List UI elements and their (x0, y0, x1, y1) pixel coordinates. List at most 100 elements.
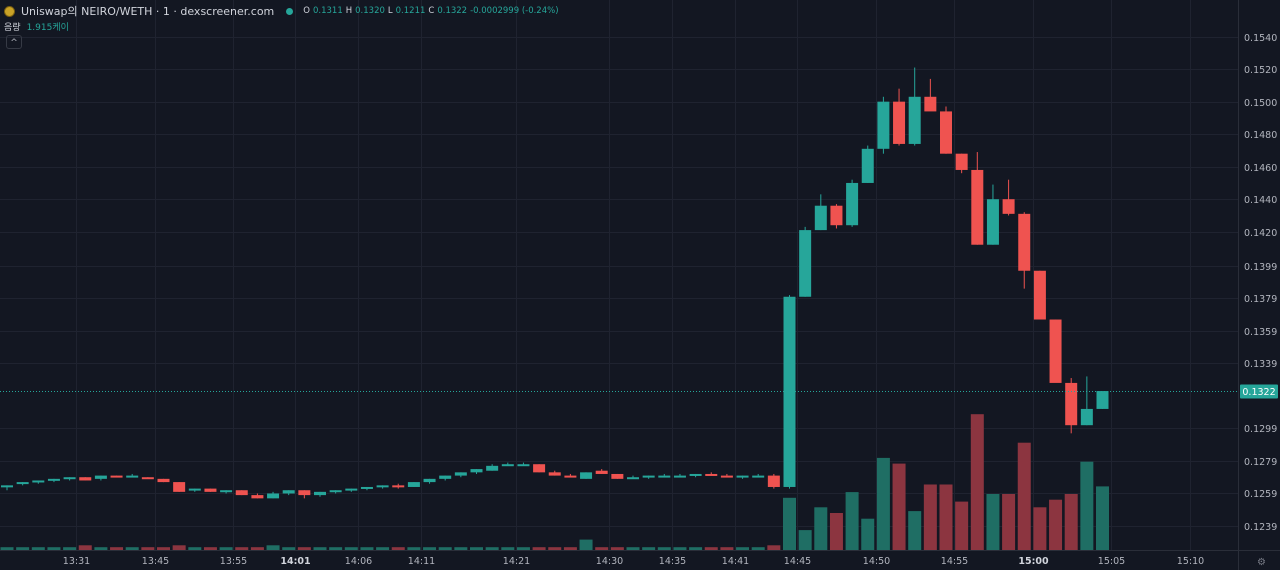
volume-bar (313, 547, 327, 551)
token-logo-icon (4, 5, 15, 17)
candle-body (705, 473, 718, 476)
volume-bar (266, 545, 280, 551)
volume-bar (344, 547, 358, 551)
volume-bar (829, 513, 843, 551)
candle-body (908, 96, 921, 144)
candle-body (188, 488, 201, 491)
price-tick-label: 0.1440 (1244, 195, 1277, 206)
close-value: 0.1322 (437, 6, 468, 16)
candle-body (1, 485, 13, 488)
volume-bar (845, 492, 859, 551)
candle-body (392, 485, 405, 488)
candle-body (720, 475, 733, 478)
volume-bar (1096, 486, 1109, 551)
collapse-button[interactable]: ^ (6, 35, 22, 49)
candle-body (517, 464, 530, 467)
candle-body (439, 475, 452, 479)
candle-body (924, 96, 937, 112)
live-status-dot-icon (286, 7, 294, 15)
candle-body (220, 490, 233, 493)
candle-body (1002, 199, 1015, 214)
open-value: 0.1311 (312, 6, 343, 16)
volume-value: 1.915케이 (26, 23, 69, 33)
candle-body (345, 488, 358, 491)
volume-bar (47, 547, 61, 551)
candle-body (814, 205, 827, 231)
price-tick-label: 0.1480 (1244, 130, 1277, 141)
high-value: 0.1320 (355, 6, 385, 16)
candle-body (767, 475, 780, 487)
volume-bar (110, 547, 124, 551)
time-tick-label: 14:11 (408, 556, 435, 567)
candle-body (971, 169, 984, 245)
volume-bar (720, 547, 734, 551)
time-tick-label: 14:30 (596, 556, 623, 567)
volume-bar (250, 547, 264, 551)
open-label: O (303, 6, 310, 16)
time-axis: 13:31 13:45 13:55 14:01 14:06 14:11 14:21 14:30… (0, 550, 1280, 567)
candle-body (360, 486, 373, 489)
volume-bar (970, 414, 984, 551)
volume-bar (657, 547, 671, 551)
candle-body (16, 482, 29, 485)
candle-body (267, 493, 280, 499)
candle-body (407, 482, 420, 487)
current-price-line: 0.1322 (0, 384, 1278, 399)
pair-title: Uniswap의 NEIRO/WETH · 1 · dexscreener.co… (21, 5, 275, 18)
volume-bar (125, 547, 139, 551)
volume-bar (595, 547, 609, 551)
volume-bar (423, 547, 437, 551)
time-tick-label: 14:06 (345, 556, 372, 567)
price-tick-label: 0.1460 (1244, 163, 1277, 174)
price-tick-label: 0.1379 (1244, 294, 1277, 305)
volume-bar (1002, 494, 1016, 551)
volume-bar (610, 547, 624, 551)
candle-body (1065, 382, 1078, 426)
candle-body (314, 491, 326, 496)
candle-body (94, 475, 107, 479)
candle-body (1018, 213, 1031, 271)
volume-bar (454, 547, 468, 551)
volume-bar (1049, 499, 1063, 551)
volume-bar (1064, 494, 1078, 551)
volume-bar (579, 539, 593, 551)
candles (1, 67, 1109, 499)
candle-body (580, 472, 593, 479)
candle-body (861, 148, 874, 183)
candle-body (126, 475, 139, 478)
candle-body (79, 477, 92, 481)
candle-body (564, 475, 577, 478)
volume-bar (297, 547, 311, 551)
candle-body (986, 199, 999, 245)
candle-body (1096, 391, 1109, 409)
price-tick-label: 0.1420 (1244, 228, 1277, 239)
settings-button[interactable]: ⚙ (1257, 557, 1266, 568)
price-tick-label: 0.1359 (1244, 327, 1277, 338)
current-price-label: 0.1322 (1242, 387, 1275, 398)
candle-body (173, 482, 186, 492)
volume-bar (329, 547, 343, 551)
volume-bar (1033, 507, 1047, 551)
volume-bar (188, 547, 202, 551)
price-tick-label: 0.1239 (1244, 522, 1277, 533)
time-tick-label: 14:41 (722, 556, 749, 567)
volume-bar (1017, 442, 1031, 551)
candle-body (830, 205, 843, 226)
time-tick-label: 13:55 (220, 556, 247, 567)
time-tick-label: 15:05 (1098, 556, 1125, 567)
volume-bar (438, 547, 452, 551)
gear-icon: ⚙ (1257, 557, 1266, 568)
volume-bar (31, 547, 45, 551)
candle-body (877, 101, 890, 149)
volume-bar (282, 547, 296, 551)
candle-body (893, 101, 906, 144)
time-tick-label: 15:00 (1018, 556, 1049, 567)
time-tick-label: 14:01 (280, 556, 310, 567)
volume-bar (141, 547, 155, 551)
price-tick-label: 0.1259 (1244, 489, 1277, 500)
volume-bar (219, 547, 233, 551)
candle-body (846, 182, 859, 226)
volume-bar (0, 547, 14, 551)
candle-body (595, 470, 608, 474)
